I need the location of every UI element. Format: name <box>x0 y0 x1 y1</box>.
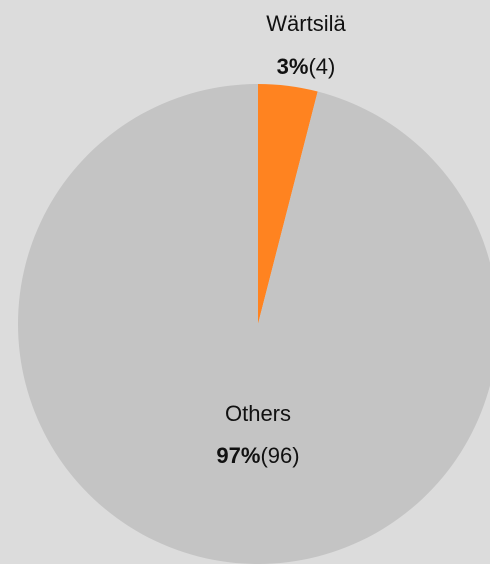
slice-count-others: (96) <box>260 443 299 468</box>
pie-slices <box>18 84 490 564</box>
slice-percent-others: 97% <box>216 443 260 468</box>
slice-name-wartsila: Wärtsilä <box>266 11 346 36</box>
pie-slice-w-rtsil- <box>258 84 318 324</box>
slice-label-others: Others 97%(96) <box>216 401 299 468</box>
slice-value-wartsila: 3%(4) <box>277 54 336 79</box>
slice-name-others: Others <box>225 401 291 426</box>
slice-value-others: 97%(96) <box>216 443 299 468</box>
pie-slice-others <box>18 84 490 564</box>
slice-percent-wartsila: 3% <box>277 54 309 79</box>
slice-label-wartsila: Wärtsilä 3%(4) <box>266 11 346 79</box>
slice-count-wartsila: (4) <box>308 54 335 79</box>
